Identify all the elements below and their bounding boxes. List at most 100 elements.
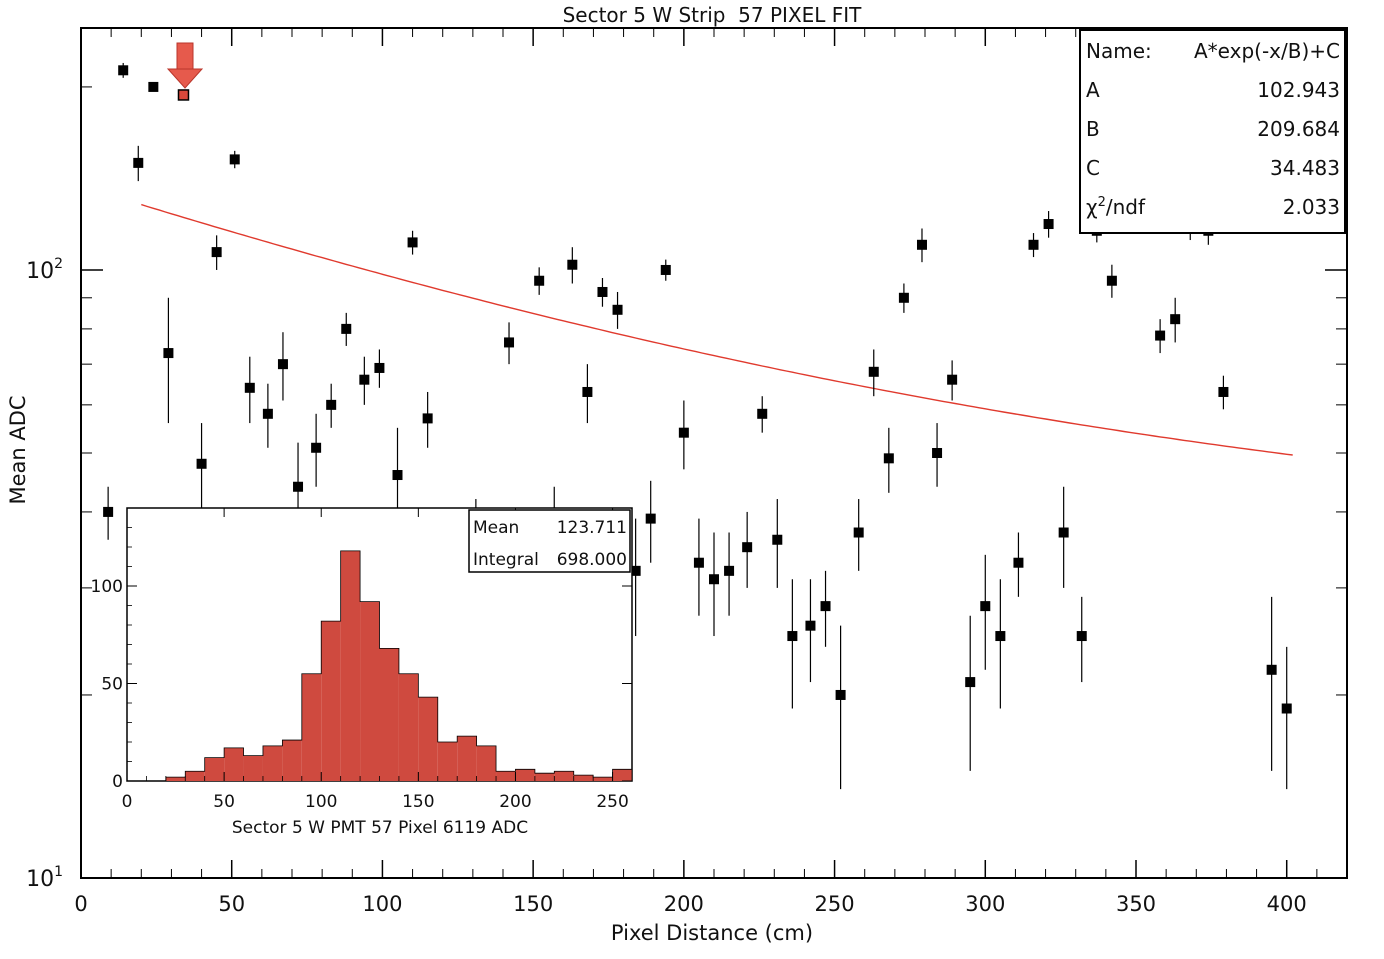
data-point	[359, 374, 370, 385]
fit-stats-box: Name: A*exp(-x/B)+C A 102.943 B 209.684 …	[1079, 29, 1346, 234]
inset-integral-label: Integral	[473, 550, 539, 570]
inset-x-tick-label: 50	[213, 792, 235, 812]
histogram-bar	[476, 745, 497, 781]
histogram-bar	[593, 777, 613, 781]
chart-title: Sector 5 W Strip 57 PIXEL FIT	[563, 3, 863, 27]
inset-x-tick-label: 0	[122, 792, 133, 812]
data-point	[133, 157, 144, 168]
stats-a-value: 102.943	[1257, 78, 1340, 102]
data-point	[311, 442, 322, 453]
data-point	[262, 408, 273, 419]
histogram-bar	[224, 747, 244, 781]
inset-y-tick-label: 50	[101, 675, 123, 695]
x-tick-label: 350	[1116, 892, 1156, 916]
inset-bars-layer	[165, 550, 633, 781]
data-point	[422, 413, 433, 424]
histogram-bar	[204, 757, 225, 781]
stats-name-label: Name:	[1086, 39, 1152, 63]
x-axis-label: Pixel Distance (cm)	[611, 921, 813, 945]
data-point	[1058, 527, 1069, 538]
data-point	[660, 264, 671, 275]
x-tick-label: 200	[664, 892, 704, 916]
data-point	[326, 399, 337, 410]
data-point	[612, 304, 623, 315]
data-point	[757, 408, 768, 419]
x-tick-label: 400	[1267, 892, 1307, 916]
stats-chi2-label: χ2/ndf	[1086, 195, 1146, 219]
data-point	[534, 275, 545, 286]
data-point	[883, 453, 894, 464]
stats-b-label: B	[1086, 117, 1100, 141]
data-point	[374, 362, 385, 373]
inset-x-tick-label: 100	[305, 792, 337, 812]
histogram-bar	[496, 771, 516, 781]
data-point	[742, 542, 753, 553]
data-point	[1028, 239, 1039, 250]
data-point	[341, 323, 352, 334]
histogram-bar	[340, 550, 361, 781]
data-point	[947, 374, 958, 385]
x-tick-label: 250	[815, 892, 855, 916]
x-tick-label: 100	[362, 892, 402, 916]
data-point	[630, 565, 641, 576]
histogram-bar	[457, 736, 477, 781]
data-point	[853, 527, 864, 538]
data-point	[1281, 703, 1292, 714]
histogram-bar	[398, 673, 419, 781]
inset-stats-box: Mean 123.711 Integral 698.000	[468, 509, 631, 573]
data-point	[1170, 314, 1181, 325]
x-tick-label: 300	[965, 892, 1005, 916]
histogram-bar	[418, 697, 438, 781]
data-point	[211, 247, 222, 258]
x-tick-label: 50	[218, 892, 245, 916]
data-point	[787, 631, 798, 642]
data-point	[868, 366, 879, 377]
histogram-bar	[301, 673, 322, 781]
data-point	[407, 237, 418, 248]
main-axis-ticks: 0 50 100 150 200 250 300 350 400 102 101	[26, 28, 1348, 916]
inset-x-tick-label: 200	[499, 792, 531, 812]
stats-a-label: A	[1086, 78, 1100, 102]
histogram-bar	[360, 601, 380, 781]
data-point	[1043, 219, 1054, 230]
data-point	[820, 601, 831, 612]
x-tick-label: 0	[74, 892, 87, 916]
data-point	[916, 239, 927, 250]
fit-curve	[141, 203, 1293, 456]
inset-integral-value: 698.000	[557, 550, 627, 570]
stats-chi2-value: 2.033	[1283, 195, 1340, 219]
stats-b-value: 209.684	[1257, 117, 1340, 141]
histogram-outline	[165, 550, 633, 781]
inset-x-tick-label: 250	[596, 792, 628, 812]
data-point	[103, 506, 114, 517]
histogram-bar	[515, 769, 535, 781]
y-tick-label: 102	[26, 256, 63, 284]
data-point	[645, 513, 656, 524]
inset-x-tick-label: 150	[402, 792, 434, 812]
histogram-bar	[573, 775, 594, 781]
data-point	[163, 348, 174, 359]
data-point	[1218, 386, 1229, 397]
inset-histogram: 0 50 100 150 200 250 0 50 100 Sector 5 W PMT 57 …	[91, 507, 633, 838]
histogram-bar	[612, 769, 632, 781]
data-point	[980, 601, 991, 612]
histogram-bar	[185, 771, 205, 781]
stats-c-label: C	[1086, 156, 1100, 180]
data-point	[244, 382, 255, 393]
inset-mean-label: Mean	[473, 518, 519, 538]
histogram-bar	[165, 777, 186, 781]
data-point	[1076, 631, 1087, 642]
inset-y-tick-label: 0	[112, 772, 123, 792]
data-point	[932, 448, 943, 458]
highlight-arrow-icon	[166, 42, 204, 89]
stats-name-value: A*exp(-x/B)+C	[1194, 39, 1340, 63]
histogram-bar	[321, 621, 341, 781]
histogram-bar	[262, 745, 283, 781]
data-point	[148, 81, 159, 92]
data-point	[196, 458, 207, 469]
stats-c-value: 34.483	[1270, 156, 1340, 180]
data-point	[277, 359, 288, 370]
inset-y-tick-label: 100	[91, 577, 123, 597]
data-point	[772, 534, 783, 545]
